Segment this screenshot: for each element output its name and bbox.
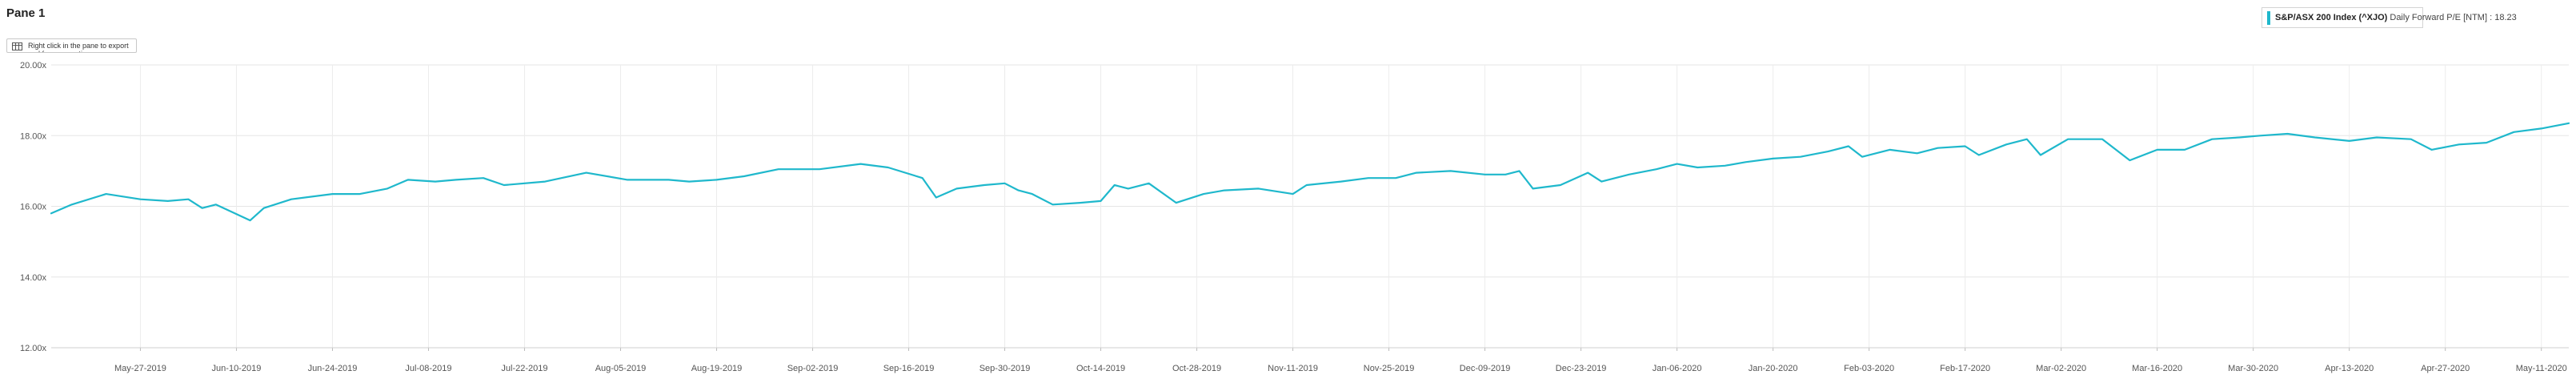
x-tick-label: Mar-02-2020 (2036, 364, 2086, 373)
x-tick-label: Feb-03-2020 (1844, 364, 1894, 373)
y-tick-label: 14.00x (20, 273, 47, 283)
x-tick-label: Oct-14-2019 (1076, 364, 1125, 373)
x-tick-label: Apr-13-2020 (2325, 364, 2374, 373)
x-tick-label: Dec-09-2019 (1460, 364, 1511, 373)
y-tick-label: 16.00x (20, 203, 47, 212)
x-tick-label: Jun-24-2019 (308, 364, 358, 373)
legend-series-label: Daily Forward P/E [NTM] (2390, 13, 2488, 22)
legend-separator: : (2490, 13, 2493, 22)
x-tick-label: Jan-20-2020 (1749, 364, 1798, 373)
x-tick-label: Feb-17-2020 (1940, 364, 1990, 373)
export-hint-button[interactable]: Right click in the pane to export and fo… (6, 38, 137, 53)
x-tick-label: Mar-30-2020 (2228, 364, 2278, 373)
export-table-icon (12, 42, 22, 50)
x-tick-label: Nov-25-2019 (1364, 364, 1415, 373)
legend-swatch (2267, 11, 2270, 25)
x-tick-label: Apr-27-2020 (2421, 364, 2470, 373)
legend-current-value: 18.23 (2494, 13, 2517, 22)
x-tick-label: Jul-08-2019 (405, 364, 451, 373)
x-tick-label: Aug-19-2019 (691, 364, 743, 373)
x-tick-label: Sep-30-2019 (980, 364, 1031, 373)
x-tick-label: Aug-05-2019 (595, 364, 647, 373)
y-tick-label: 18.00x (20, 131, 47, 141)
x-tick-label: May-27-2019 (114, 364, 166, 373)
legend-series-name: S&P/ASX 200 Index (^XJO) (2275, 13, 2388, 22)
x-tick-label: Mar-16-2020 (2132, 364, 2182, 373)
x-tick-label: Sep-16-2019 (883, 364, 935, 373)
x-tick-label: Oct-28-2019 (1172, 364, 1221, 373)
x-tick-label: Jul-22-2019 (501, 364, 547, 373)
export-hint-text: Right click in the pane to export and fo… (28, 42, 129, 52)
y-tick-label: 12.00x (20, 344, 47, 353)
x-tick-label: Nov-11-2019 (1268, 364, 1318, 373)
legend-text: S&P/ASX 200 Index (^XJO) Daily Forward P… (2275, 8, 2517, 27)
x-tick-label: Sep-02-2019 (787, 364, 839, 373)
x-tick-label: Dec-23-2019 (1556, 364, 1607, 373)
pane-title: Pane 1 (6, 6, 46, 20)
y-tick-label: 20.00x (20, 61, 47, 71)
series-line (50, 122, 2570, 222)
chart-legend[interactable]: S&P/ASX 200 Index (^XJO) Daily Forward P… (2262, 7, 2517, 28)
x-tick-label: May-11-2020 (2516, 364, 2567, 373)
x-tick-label: Jan-06-2020 (1653, 364, 1702, 373)
x-tick-label: Jun-10-2019 (212, 364, 262, 373)
